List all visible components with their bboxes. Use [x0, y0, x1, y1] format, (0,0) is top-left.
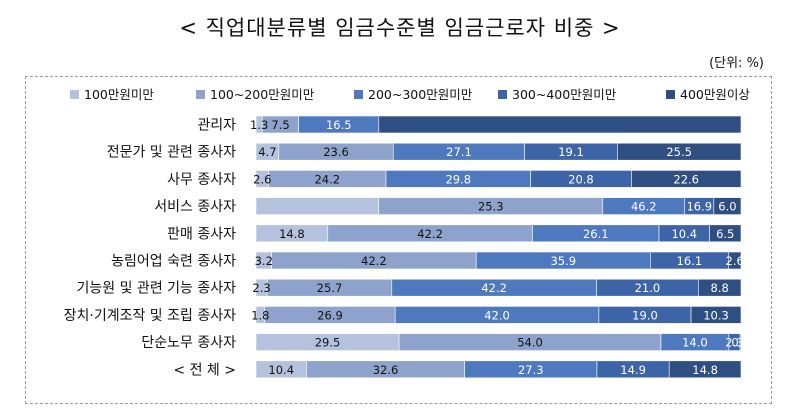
legend-swatch-0 — [70, 90, 79, 99]
bar-2-4 — [631, 170, 742, 188]
bar-0-4 — [378, 115, 742, 134]
value-label-3-3: 16.9 — [686, 200, 712, 214]
legend-label-1: 100~200만원미만 — [210, 87, 315, 102]
legend-label-0: 100만원미만 — [84, 87, 154, 102]
legend-swatch-1 — [196, 90, 205, 99]
value-label-0-2: 16.5 — [326, 118, 352, 132]
category-label-6: 기능원 및 관련 기능 종사자 — [77, 281, 237, 297]
value-label-8-2: 14.0 — [682, 336, 708, 350]
legend-label-3: 300~400만원미만 — [512, 87, 617, 102]
value-label-4-2: 26.1 — [583, 227, 609, 241]
category-label-3: 서비스 종사자 — [154, 199, 236, 215]
value-label-7-3: 19.0 — [632, 308, 658, 322]
value-label-6-2: 42.2 — [481, 281, 507, 295]
value-label-7-1: 26.9 — [317, 308, 343, 322]
value-label-9-1: 32.6 — [373, 363, 399, 377]
bar-6-4 — [698, 278, 742, 297]
value-label-6-3: 21.0 — [635, 281, 661, 295]
category-label-8: 단순노무 종사자 — [141, 335, 236, 351]
bar-9-4 — [668, 360, 742, 379]
value-label-7-0: 1.8 — [251, 308, 269, 322]
category-label-2: 사무 종사자 — [167, 172, 236, 188]
value-label-5-4: 2.6 — [726, 254, 744, 268]
value-label-0-0: 1.3 — [250, 118, 268, 132]
value-label-4-1: 42.2 — [417, 227, 443, 241]
value-label-1-3: 19.1 — [558, 145, 584, 159]
category-label-4: 판매 종사자 — [167, 226, 236, 242]
value-label-2-0: 2.6 — [253, 172, 271, 186]
bar-1-4 — [617, 142, 742, 161]
value-label-6-1: 25.7 — [317, 281, 343, 295]
chart-frame — [25, 76, 772, 404]
value-label-9-0: 10.4 — [268, 363, 294, 377]
unit-label: (단위: %) — [709, 56, 764, 71]
bar-4-4 — [709, 224, 742, 243]
value-label-4-0: 14.8 — [279, 227, 305, 241]
value-label-2-2: 29.8 — [445, 172, 471, 186]
value-label-8-4: 0.2 — [731, 336, 749, 350]
value-label-9-4: 14.8 — [692, 363, 718, 377]
value-label-3-4: 6.0 — [718, 200, 736, 214]
category-label-7: 장치·기계조작 및 조립 종사자 — [64, 308, 236, 324]
bar-5-4 — [728, 251, 742, 270]
value-label-8-0: 29.5 — [315, 336, 341, 350]
value-label-6-0: 2.3 — [252, 281, 270, 295]
value-label-3-2: 46.2 — [631, 200, 657, 214]
value-label-4-4: 6.5 — [716, 227, 734, 241]
category-label-5: 농림어업 숙련 종사자 — [111, 254, 236, 270]
value-label-5-0: 3.2 — [255, 254, 273, 268]
category-label-0: 관리자 — [197, 118, 236, 134]
value-label-9-3: 14.9 — [620, 363, 646, 377]
value-label-8-3: 2.3 — [725, 336, 743, 350]
value-label-3-1: 25.3 — [478, 200, 504, 214]
legend-swatch-2 — [354, 90, 363, 99]
value-label-1-2: 27.1 — [446, 145, 472, 159]
value-label-6-4: 8.8 — [711, 281, 729, 295]
value-label-5-2: 35.9 — [550, 254, 576, 268]
legend-label-4: 400만원이상 — [680, 87, 750, 102]
value-label-9-2: 27.3 — [518, 363, 544, 377]
category-label-9: < 전 체 > — [173, 362, 236, 378]
bar-3-4 — [713, 197, 742, 215]
value-label-0-1: 7.5 — [271, 118, 289, 132]
value-label-5-1: 42.2 — [361, 254, 387, 268]
chart-title: < 직업대분류별 임금수준별 임금근로자 비중 > — [179, 16, 621, 40]
value-label-7-2: 42.0 — [484, 308, 510, 322]
value-label-1-4: 25.5 — [666, 145, 692, 159]
value-label-4-3: 10.4 — [671, 227, 697, 241]
bar-8-4 — [739, 333, 742, 351]
value-label-2-1: 24.2 — [314, 172, 340, 186]
legend-swatch-3 — [498, 90, 507, 99]
value-label-8-1: 54.0 — [517, 336, 543, 350]
value-label-2-3: 20.8 — [568, 172, 594, 186]
value-label-2-4: 22.6 — [673, 172, 699, 186]
legend-label-2: 200~300만원미만 — [368, 87, 473, 102]
legend-swatch-4 — [666, 90, 675, 99]
value-label-5-3: 16.1 — [677, 254, 703, 268]
bar-3-0 — [255, 197, 380, 215]
bar-7-4 — [690, 306, 742, 324]
value-label-1-0: 4.7 — [258, 145, 276, 159]
value-label-1-1: 23.6 — [323, 145, 349, 159]
value-label-7-4: 10.3 — [703, 308, 729, 322]
category-label-1: 전문가 및 관련 종사자 — [107, 145, 236, 161]
